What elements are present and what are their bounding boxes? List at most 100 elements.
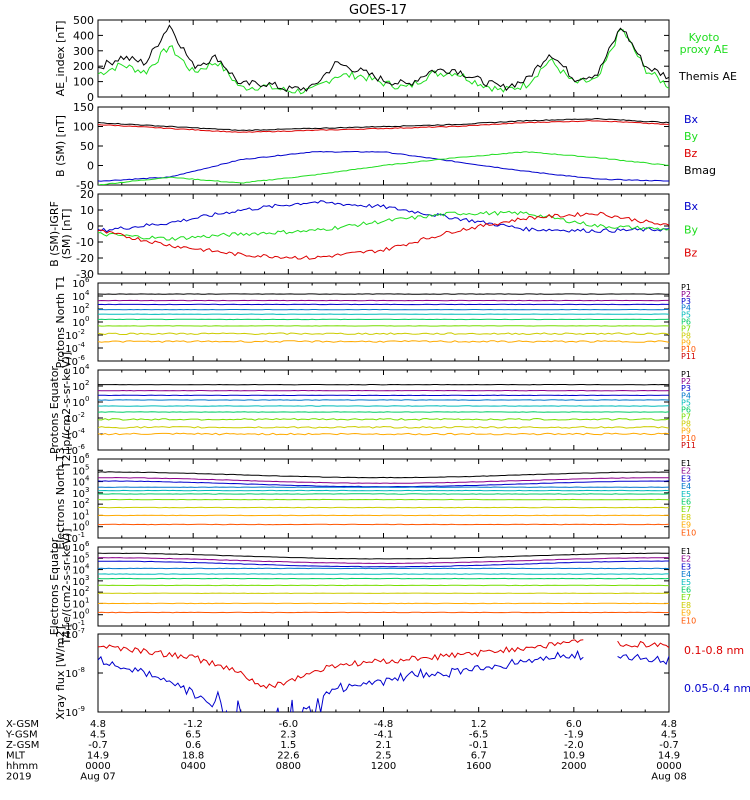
table-cell: 2.5: [376, 751, 392, 762]
table-cell: Aug 08: [651, 772, 686, 783]
table-cell: -0.1: [469, 740, 489, 751]
channel-label: E7: [681, 505, 691, 514]
y-tick-label: 20: [80, 188, 94, 201]
table-cell: 6.0: [566, 719, 582, 730]
series-line: [98, 211, 669, 260]
channel-label: P1: [681, 370, 691, 379]
table-cell: -6.5: [469, 730, 489, 741]
table-cell: -0.7: [659, 740, 679, 751]
y-tick-label: -30: [76, 268, 94, 281]
panel-frame: [97, 369, 670, 451]
y-axis-label: Protons Equator T2 [p/(cm2-s-sr-keV)]: [48, 352, 73, 469]
y-axis-label-line: B (SM) [nT]: [54, 115, 67, 177]
panel-data: [98, 552, 669, 614]
channel-line: [98, 425, 669, 429]
panel-data: [98, 293, 669, 343]
channel-label: E4: [681, 482, 691, 491]
table-cell: 1.2: [471, 719, 487, 730]
table-cell: 1600: [466, 761, 491, 772]
channel-label: P6: [681, 405, 691, 414]
channel-label: E1: [681, 547, 691, 556]
y-tick-label: 0: [87, 160, 94, 173]
y-tick-label: 100: [73, 76, 94, 89]
y-axis-label: AE_index [nT]: [54, 21, 67, 97]
channel-line: [98, 480, 669, 488]
y-tick-label: 400: [73, 29, 94, 42]
legend-label: By: [684, 223, 699, 236]
y-axis-label: B (SM) [nT]: [54, 115, 67, 177]
y-tick-label: 10-8: [65, 666, 85, 680]
y-axis-label-line: AE_index [nT]: [54, 21, 67, 97]
y-axis-label: Xray flux [W/m2]: [54, 626, 67, 720]
table-row-label: 2019: [6, 772, 31, 783]
series-line: [98, 150, 669, 182]
table-cell: 0000: [85, 761, 110, 772]
panel-2: 150 100 50 0 -50 B (SM) [nT] Bx By Bz Bmag: [54, 101, 716, 192]
y-axis-label-line: T2 [p/(cm2-s-sr-keV)]: [60, 352, 73, 469]
legend-label: Bmag: [684, 164, 716, 177]
panel-data: [98, 639, 669, 712]
table-row-label: X-GSM: [6, 719, 39, 730]
table-row-label: Z-GSM: [6, 740, 39, 751]
channel-label: E5: [681, 490, 691, 499]
channel-line: [98, 552, 669, 560]
y-axis-label-line: Protons Equator: [48, 366, 61, 454]
channel-label: P9: [681, 338, 691, 347]
orbit-table: X-GSM 4.8 -1.2 -6.0 -4.8 1.2 6.0 4.8 Y-GSM 4.5 6.5…: [5, 719, 687, 783]
channel-line: [98, 557, 669, 565]
panel-frame: [97, 458, 670, 539]
table-cell: -1.9: [564, 730, 584, 741]
y-tick-label: 10-9: [65, 705, 85, 719]
y-tick-label: 10-2: [65, 328, 85, 342]
channel-label: P4: [681, 304, 691, 313]
channel-label: P8: [681, 331, 691, 340]
channel-label: E7: [681, 593, 691, 602]
y-tick-label: 10-7: [65, 627, 85, 641]
y-axis-label-line: Electrons Equator: [48, 537, 61, 635]
channel-line: [98, 560, 669, 568]
table-cell: 14.9: [87, 751, 109, 762]
table-row-label: MLT: [6, 751, 26, 762]
channel-label: E2: [681, 555, 691, 564]
table-cell: -2.0: [564, 740, 584, 751]
channel-label: P9: [681, 427, 691, 436]
legend-label: Bx: [684, 200, 699, 213]
table-row-label: Y-GSM: [5, 730, 38, 741]
channel-label: P6: [681, 318, 691, 327]
y-tick-label: 104: [72, 289, 90, 303]
y-axis-label-line: Xray flux [W/m2]: [54, 626, 67, 720]
channel-label: P1: [681, 283, 691, 292]
y-tick-label: 200: [73, 60, 94, 73]
legend-label: Bz: [684, 247, 698, 260]
y-tick-label: 10: [80, 204, 94, 217]
channel-label: E1: [681, 459, 691, 468]
series-line: [617, 653, 669, 666]
channel-label: P5: [681, 398, 691, 407]
channel-line: [98, 332, 669, 336]
channel-label: P11: [681, 441, 696, 450]
channel-label: E3: [681, 474, 691, 483]
channel-label: E2: [681, 467, 691, 476]
table-cell: 6.5: [185, 730, 201, 741]
channel-label: P10: [681, 434, 696, 443]
channel-label: E8: [681, 601, 691, 610]
series-line: [98, 639, 584, 689]
y-tick-label: 500: [73, 14, 94, 27]
channel-label: P2: [681, 377, 691, 386]
y-tick-label: 100: [72, 315, 89, 329]
y-axis-label: B (SM)-IGRF (SM) [nT]: [48, 201, 73, 267]
y-axis-label: Protons North T1: [54, 276, 67, 369]
channel-line: [98, 476, 669, 484]
channel-label: E8: [681, 513, 691, 522]
channel-label: E6: [681, 586, 691, 595]
panel-data: [98, 200, 669, 260]
channel-line: [98, 417, 669, 421]
channel-label: P2: [681, 290, 691, 299]
table-cell: 22.6: [277, 751, 299, 762]
panel-data: [98, 117, 669, 185]
y-tick-label: -50: [76, 179, 94, 192]
